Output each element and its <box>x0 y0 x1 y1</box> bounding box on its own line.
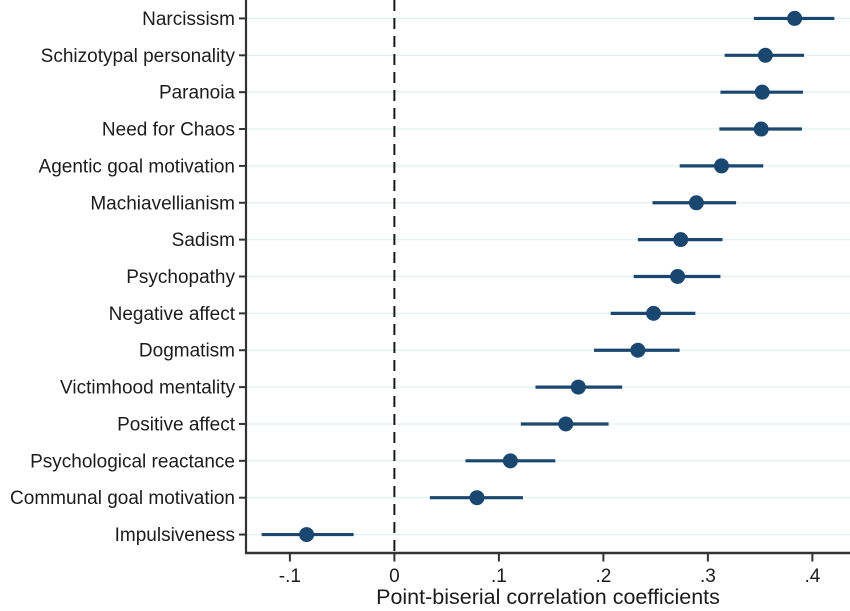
point-estimate <box>757 47 773 63</box>
y-axis: Narcissism Schizotypal personality Paranoi… <box>10 0 248 554</box>
y-category-label: Psychological reactance <box>30 451 235 472</box>
series-row <box>633 269 721 284</box>
y-category-label: Communal goal motivation <box>10 488 235 509</box>
point-estimate <box>754 84 770 100</box>
point-estimate <box>753 121 769 137</box>
data-series <box>261 10 835 543</box>
y-category-label: Sadism <box>172 230 235 251</box>
series-row <box>679 158 764 174</box>
x-tick-label: .4 <box>804 566 820 587</box>
y-category-label: Psychopathy <box>126 267 235 288</box>
series-row <box>724 47 805 63</box>
point-estimate <box>646 305 662 321</box>
point-estimate <box>673 232 689 248</box>
y-category-label: Machiavellianism <box>90 193 235 214</box>
point-estimate <box>630 342 646 358</box>
series-row <box>720 84 803 100</box>
y-category-label: Paranoia <box>159 83 235 104</box>
point-estimate <box>469 490 485 506</box>
x-axis-title: Point-biserial correlation coefficients <box>376 585 720 609</box>
y-category-label: Need for Chaos <box>102 120 235 141</box>
point-estimate <box>670 269 686 284</box>
x-tick-label: -.1 <box>279 566 301 587</box>
y-category-label: Negative affect <box>109 304 236 325</box>
series-row <box>652 195 737 211</box>
point-estimate <box>570 379 586 395</box>
point-estimate <box>688 195 704 211</box>
series-row <box>535 379 623 395</box>
y-category-label: Narcissism <box>142 9 235 30</box>
series-row <box>610 305 696 321</box>
point-estimate <box>713 158 729 174</box>
series-row <box>429 490 523 506</box>
x-tick-label: 0 <box>389 566 400 587</box>
series-row <box>465 453 556 469</box>
series-row <box>753 10 835 26</box>
series-row <box>520 416 609 432</box>
point-estimate <box>502 453 518 469</box>
x-tick-label: .3 <box>700 566 716 587</box>
x-axis: -.1 0 .1 .2 .3 .4 <box>245 551 850 587</box>
point-estimate <box>558 416 574 432</box>
x-tick-label: .1 <box>491 566 507 587</box>
y-category-label: Agentic goal motivation <box>39 156 235 177</box>
series-row <box>637 232 723 248</box>
series-row <box>719 121 802 137</box>
x-tick-label: .2 <box>595 566 611 587</box>
y-category-label: Dogmatism <box>139 341 235 362</box>
point-estimate <box>787 10 803 26</box>
point-estimate <box>299 527 315 543</box>
y-category-label: Positive affect <box>117 414 236 435</box>
y-category-label: Impulsiveness <box>115 525 235 546</box>
y-category-label: Victimhood mentality <box>60 378 235 399</box>
y-category-label: Schizotypal personality <box>41 46 236 67</box>
series-row <box>593 342 680 358</box>
series-row <box>261 527 354 543</box>
